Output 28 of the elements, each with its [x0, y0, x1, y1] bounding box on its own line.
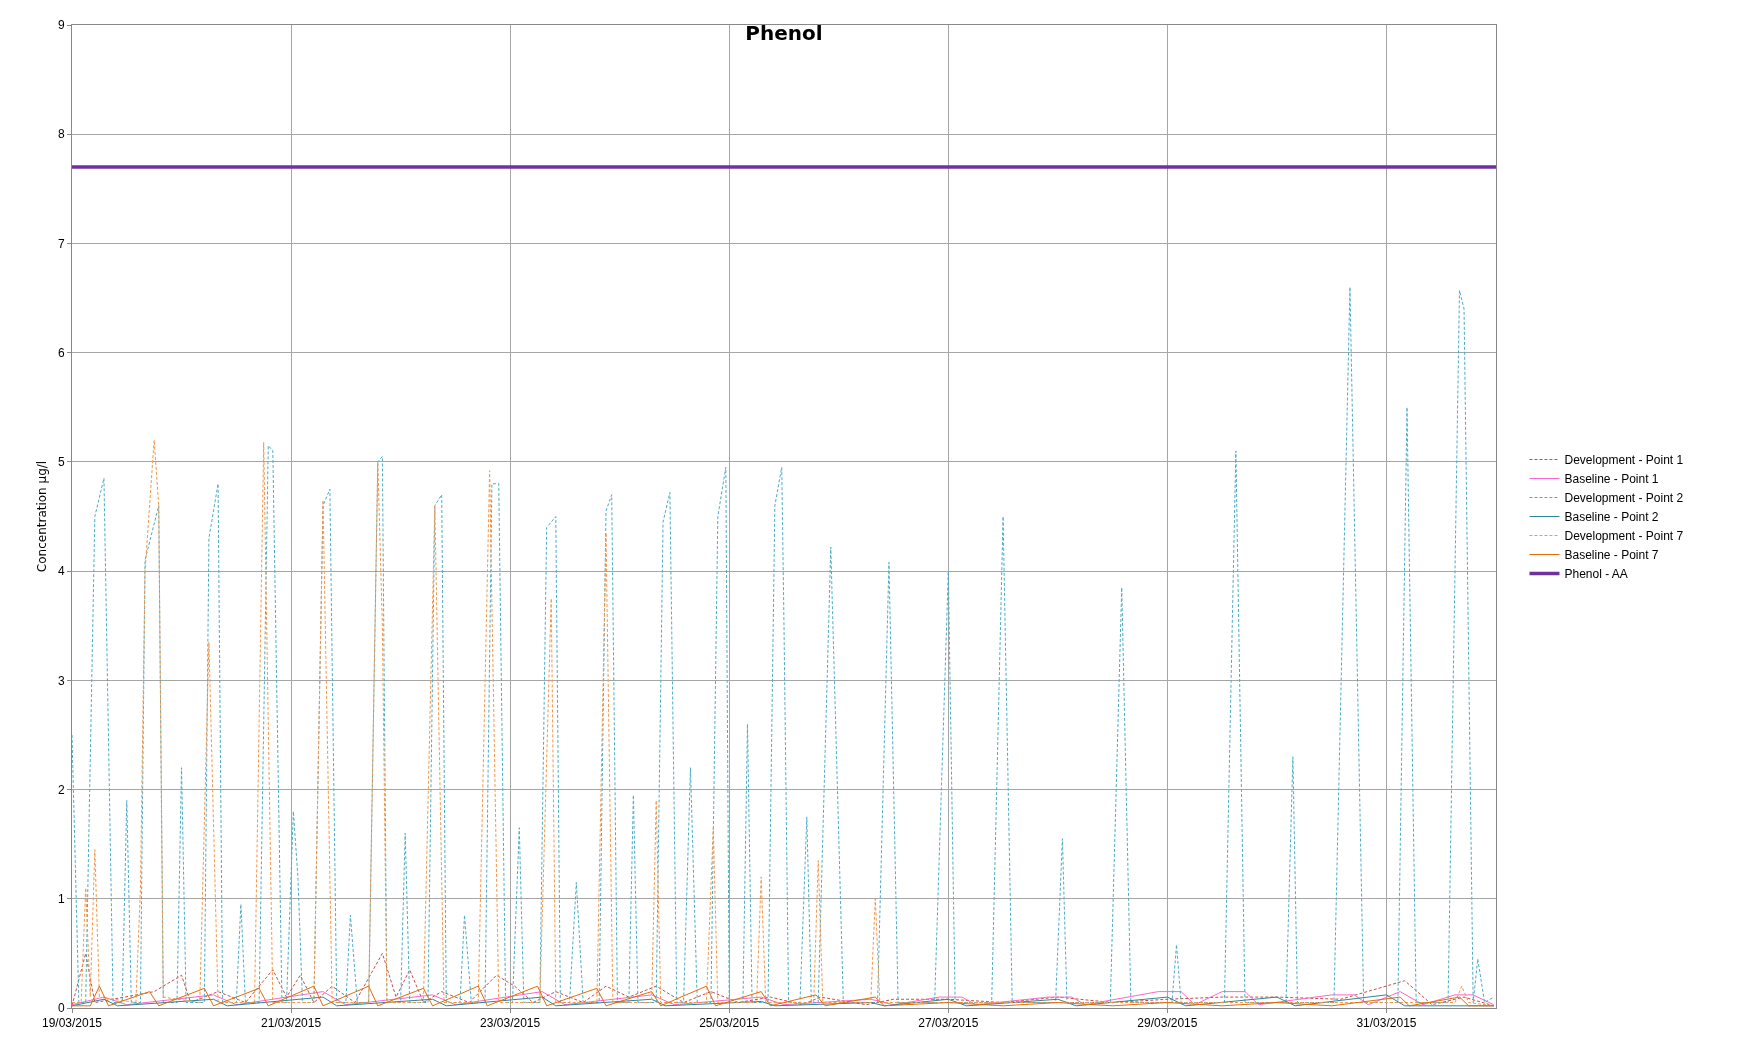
- x-tick-label: 31/03/2015: [1356, 1016, 1417, 1031]
- x-tick-label: 23/03/2015: [480, 1016, 541, 1031]
- y-axis-title: Concentration µg/l: [35, 460, 50, 573]
- chart-title: Phenol: [745, 21, 823, 46]
- y-tick-label: 8: [57, 127, 65, 142]
- y-tick-label: 4: [57, 564, 65, 579]
- y-tick-label: 7: [57, 236, 65, 251]
- x-tick-label: 27/03/2015: [918, 1016, 979, 1031]
- y-tick-label: 2: [57, 782, 65, 797]
- line-series: [72, 985, 1495, 1007]
- x-tick-label: 19/03/2015: [41, 1016, 103, 1031]
- y-tick-label: 1: [57, 891, 65, 906]
- legend-label: Phenol - AA: [1564, 567, 1628, 582]
- legend-label: Development - Point 7: [1564, 529, 1684, 544]
- legend-label: Baseline - Point 7: [1564, 548, 1659, 563]
- y-tick-label: 3: [57, 673, 65, 688]
- x-tick-label: 29/03/2015: [1137, 1016, 1198, 1031]
- x-tick-label: 25/03/2015: [699, 1016, 760, 1031]
- legend-label: Baseline - Point 2: [1564, 510, 1659, 525]
- legend-label: Baseline - Point 1: [1564, 472, 1659, 487]
- y-tick-label: 9: [57, 18, 65, 33]
- y-tick-label: 6: [57, 345, 65, 360]
- line-series: [72, 286, 1495, 1004]
- legend-label: Development - Point 2: [1564, 491, 1684, 506]
- y-tick-label: 5: [57, 455, 65, 470]
- x-tick-label: 21/03/2015: [261, 1016, 322, 1031]
- legend-label: Development - Point 1: [1564, 453, 1684, 468]
- y-tick-label: 0: [57, 1001, 65, 1016]
